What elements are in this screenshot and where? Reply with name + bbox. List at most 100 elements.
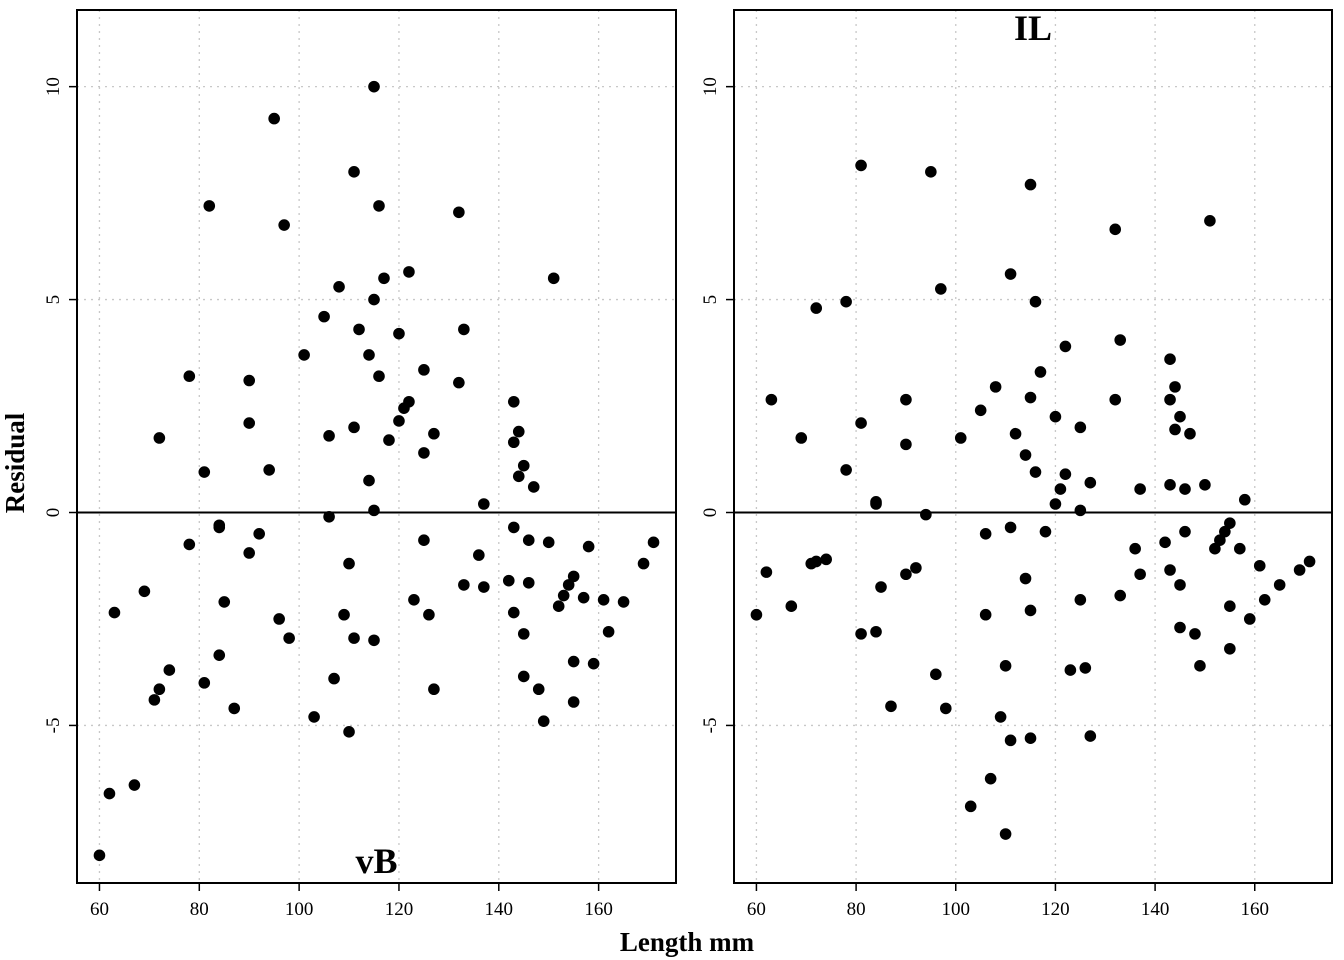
- data-point: [984, 772, 997, 785]
- data-point: [1054, 483, 1067, 495]
- x-tick-label: 160: [1241, 899, 1270, 920]
- data-point: [1134, 483, 1146, 495]
- data-point: [810, 302, 823, 314]
- data-point: [268, 112, 280, 125]
- data-point: [1129, 542, 1141, 555]
- data-point: [1029, 295, 1042, 308]
- y-tick-label: 10: [700, 77, 721, 96]
- data-point: [502, 574, 515, 587]
- data-point: [512, 425, 525, 438]
- data-point: [203, 200, 216, 212]
- x-tick-label: 140: [1141, 899, 1170, 920]
- data-point: [870, 625, 882, 638]
- data-point: [954, 432, 967, 444]
- data-point: [1164, 353, 1176, 366]
- data-point: [393, 327, 405, 340]
- data-point: [760, 566, 773, 578]
- data-point: [163, 664, 176, 676]
- x-tick-label: 80: [847, 899, 866, 920]
- data-point: [473, 549, 485, 561]
- data-point: [1164, 393, 1176, 406]
- data-point: [1004, 734, 1017, 747]
- y-tick-label: -5: [43, 718, 64, 734]
- data-point: [577, 591, 590, 604]
- data-point: [562, 579, 575, 591]
- data-point: [979, 528, 992, 540]
- data-point: [183, 370, 196, 383]
- data-point: [453, 206, 465, 219]
- data-point: [1024, 604, 1037, 617]
- x-tick-label: 100: [285, 899, 314, 920]
- data-point: [1049, 498, 1062, 510]
- data-point: [557, 589, 570, 602]
- data-point: [328, 672, 340, 685]
- data-point: [1009, 427, 1022, 440]
- data-point: [318, 310, 330, 323]
- data-point: [243, 417, 256, 429]
- data-point: [582, 540, 595, 553]
- data-point: [1159, 536, 1171, 549]
- data-point: [128, 779, 141, 791]
- data-point: [1024, 178, 1037, 191]
- data-point: [1303, 555, 1316, 568]
- y-tick-label: 10: [43, 77, 64, 96]
- data-point: [1019, 449, 1032, 461]
- data-point: [1224, 517, 1236, 529]
- data-point: [1004, 268, 1017, 280]
- data-point: [1199, 479, 1211, 491]
- data-point: [547, 272, 560, 285]
- data-point: [617, 596, 630, 608]
- data-point: [1019, 572, 1032, 585]
- data-point: [1258, 594, 1271, 606]
- data-point: [183, 538, 196, 551]
- data-point: [323, 430, 335, 442]
- data-point: [198, 466, 211, 478]
- plot-frame: [76, 9, 677, 884]
- data-point: [1064, 664, 1077, 676]
- data-point: [263, 464, 275, 476]
- data-point: [765, 393, 778, 406]
- data-point: [273, 613, 285, 625]
- data-point: [840, 295, 852, 308]
- data-point: [1238, 493, 1251, 506]
- data-point: [900, 393, 912, 406]
- x-tick-label: 60: [90, 899, 109, 920]
- data-point: [567, 570, 580, 583]
- y-tick-label: 5: [700, 295, 721, 305]
- data-point: [1224, 642, 1236, 655]
- data-point: [1253, 559, 1266, 572]
- data-point: [1169, 381, 1181, 393]
- data-point: [423, 608, 435, 621]
- data-point: [1164, 479, 1176, 491]
- data-point: [338, 608, 350, 621]
- y-tick-label: -5: [700, 718, 721, 734]
- data-point: [403, 266, 415, 278]
- data-point: [348, 421, 360, 434]
- data-point: [428, 427, 440, 440]
- data-point: [920, 508, 932, 521]
- data-point: [153, 683, 166, 696]
- x-tick-label: 100: [942, 899, 971, 920]
- data-point: [1214, 534, 1226, 546]
- data-point: [507, 395, 520, 408]
- data-point: [368, 80, 380, 93]
- data-point: [373, 200, 385, 212]
- data-point: [363, 474, 375, 487]
- data-point: [403, 395, 415, 408]
- data-point: [1074, 421, 1087, 434]
- panel-IL: 60 80 100 120 140 160 -5 0 5 10 IL: [700, 8, 1333, 920]
- data-point: [855, 628, 867, 640]
- data-point: [810, 555, 823, 568]
- data-point: [408, 594, 420, 606]
- data-point: [1084, 730, 1097, 742]
- data-point: [1039, 525, 1052, 538]
- data-point: [108, 606, 121, 619]
- data-point: [994, 711, 1007, 723]
- data-point: [1024, 732, 1037, 745]
- data-point: [507, 436, 520, 449]
- data-point: [855, 417, 867, 429]
- data-point: [103, 787, 116, 800]
- data-point: [458, 323, 470, 336]
- data-point: [587, 657, 600, 670]
